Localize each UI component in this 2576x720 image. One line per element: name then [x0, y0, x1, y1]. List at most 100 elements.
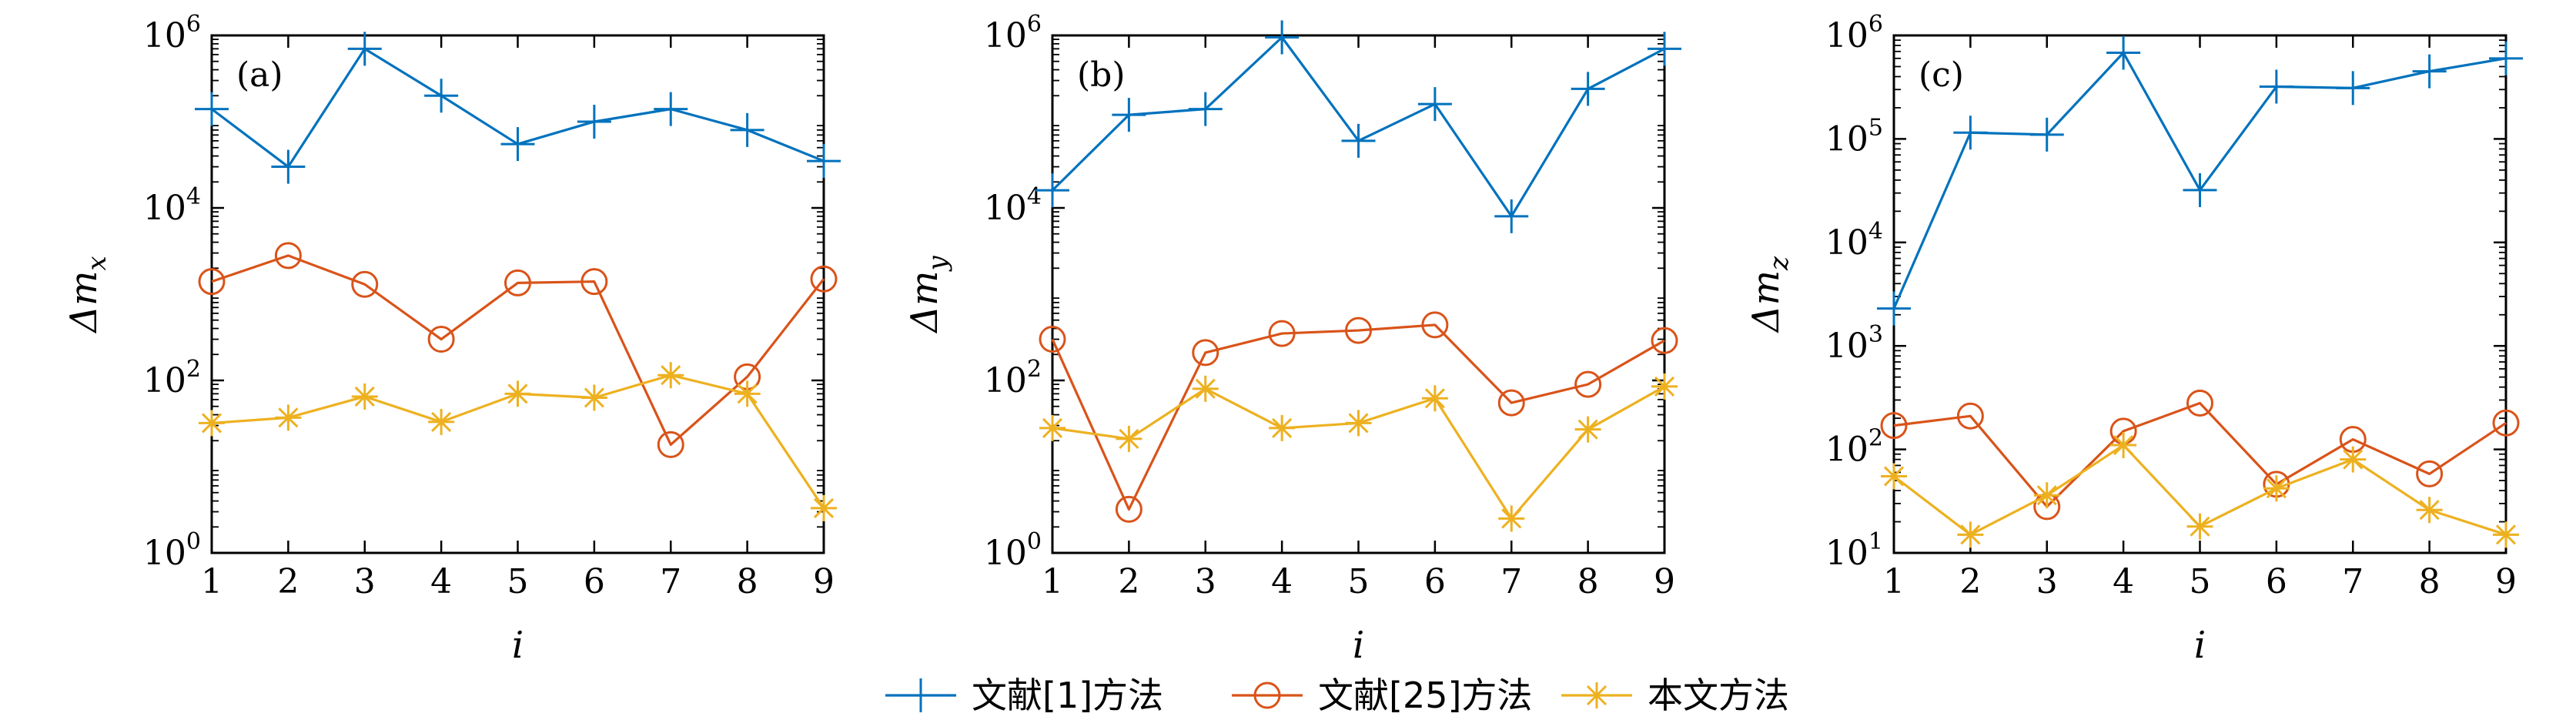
y-axis-title: Δmx — [62, 256, 112, 333]
marker-yellow-1-d — [201, 413, 222, 434]
x-tick-label: 2 — [1959, 562, 1981, 601]
y-tick-exponent: 2 — [186, 356, 201, 383]
x-tick-label: 8 — [737, 562, 758, 601]
y-tick-label: 106 — [1825, 11, 1883, 55]
x-tick-label: 6 — [1424, 562, 1446, 601]
x-axis-title: i — [2194, 624, 2206, 667]
marker-orange-1 — [1880, 412, 1908, 440]
marker-yellow-3-d — [2036, 485, 2057, 506]
y-tick-base: 10 — [143, 189, 186, 228]
y-tick-label: 106 — [984, 11, 1042, 55]
legend-item-blue: 文献[1]方法 — [885, 675, 1163, 716]
series-line-orange — [1893, 401, 2507, 508]
series-yellow — [1881, 432, 2519, 548]
y-tick-label: 102 — [1825, 425, 1883, 470]
y-tick-base: 10 — [984, 534, 1027, 573]
y-tick-exponent: 3 — [1868, 321, 1883, 348]
y-axis-title: Δmy — [903, 256, 953, 334]
x-tick-label: 8 — [2419, 562, 2441, 601]
marker-orange-2 — [1115, 495, 1142, 523]
legend-item-yellow: 本文方法 — [1561, 675, 1789, 716]
series-orange — [198, 242, 838, 458]
x-tick-label: 3 — [354, 562, 376, 601]
y-tick-base: 10 — [1825, 327, 1868, 366]
marker-yellow-1-d — [1883, 466, 1905, 487]
y-tick-exponent: 1 — [1868, 528, 1883, 555]
x-axis-title: i — [512, 624, 524, 667]
x-tick-label: 5 — [2190, 562, 2211, 601]
x-tick-label: 9 — [2495, 562, 2517, 601]
marker-orange-2 — [1956, 402, 1984, 430]
legend-label: 文献[1]方法 — [972, 675, 1163, 716]
marker-yellow-5-d — [507, 383, 528, 404]
y-tick-exponent: 6 — [1868, 11, 1883, 38]
y-tick-exponent: 5 — [1868, 114, 1883, 141]
marker-yellow-8-d — [2419, 500, 2440, 521]
legend-marker-d — [1586, 685, 1607, 706]
y-tick-base: 10 — [1825, 223, 1868, 263]
y-tick-base: 10 — [984, 361, 1027, 400]
x-tick-label: 5 — [507, 562, 529, 601]
y-tick-label: 104 — [143, 183, 201, 228]
marker-orange-8 — [1574, 370, 1602, 398]
y-tick-base: 10 — [984, 16, 1027, 55]
y-tick-exponent: 4 — [186, 183, 201, 210]
series-orange — [1039, 311, 1678, 523]
marker-orange-8 — [2416, 460, 2444, 487]
marker-orange-6 — [1421, 311, 1449, 339]
x-tick-label: 6 — [584, 562, 605, 601]
marker-orange-6 — [580, 268, 608, 296]
y-tick-base: 10 — [143, 16, 186, 55]
marker-orange-5 — [504, 269, 531, 296]
marker-yellow-2-d — [1960, 524, 1981, 545]
y-tick-label: 106 — [143, 11, 201, 55]
marker-yellow-4-d — [1272, 417, 1293, 438]
series-line-orange — [211, 254, 825, 447]
marker-yellow-4-d — [2113, 434, 2134, 456]
legend-label: 本文方法 — [1648, 675, 1789, 716]
x-tick-label: 2 — [1118, 562, 1139, 601]
y-axis-title-main: Δm — [62, 271, 105, 334]
x-tick-label: 2 — [277, 562, 299, 601]
marker-yellow-7-d — [2343, 449, 2364, 470]
marker-orange-9 — [810, 265, 838, 293]
marker-yellow-8-d — [737, 383, 758, 404]
marker-yellow-4-d — [431, 411, 452, 432]
marker-yellow-5-d — [2190, 516, 2210, 537]
x-tick-label: 1 — [1042, 562, 1063, 601]
y-tick-label: 101 — [1825, 528, 1883, 573]
y-axis-title-main: Δm — [1745, 270, 1788, 333]
y-tick-base: 10 — [984, 189, 1027, 228]
legend-item-orange: 文献[25]方法 — [1232, 675, 1532, 716]
series-line-yellow — [1052, 385, 1665, 521]
x-tick-label: 7 — [660, 562, 681, 601]
panel-label: (b) — [1077, 55, 1126, 95]
panel-label: (a) — [236, 55, 283, 95]
y-tick-exponent: 6 — [186, 11, 201, 38]
x-tick-label: 6 — [2266, 562, 2287, 601]
y-axis-title: Δmz — [1745, 256, 1795, 333]
series-blue — [1035, 20, 1681, 233]
marker-orange-9 — [2492, 409, 2520, 437]
marker-yellow-6-d — [2266, 478, 2287, 499]
y-tick-label: 102 — [143, 356, 201, 400]
marker-yellow-3-d — [1195, 378, 1216, 399]
marker-yellow-8-d — [1577, 419, 1598, 440]
x-tick-label: 7 — [2342, 562, 2364, 601]
y-tick-base: 10 — [143, 534, 186, 573]
series-blue — [1877, 35, 2523, 326]
marker-orange-5 — [2186, 390, 2213, 417]
y-tick-label: 100 — [984, 528, 1042, 573]
marker-yellow-1-d — [1042, 417, 1063, 438]
x-axis-title: i — [1353, 624, 1364, 667]
marker-orange-7 — [657, 430, 684, 458]
marker-orange-4 — [427, 326, 455, 353]
y-tick-exponent: 4 — [1027, 183, 1042, 210]
marker-yellow-9-d — [1654, 376, 1675, 397]
x-tick-label: 1 — [201, 562, 222, 601]
plot-frame — [1892, 34, 2507, 554]
y-tick-base: 10 — [1825, 534, 1868, 573]
y-axis-title-subscript: z — [1764, 256, 1795, 271]
x-tick-label: 9 — [813, 562, 835, 601]
